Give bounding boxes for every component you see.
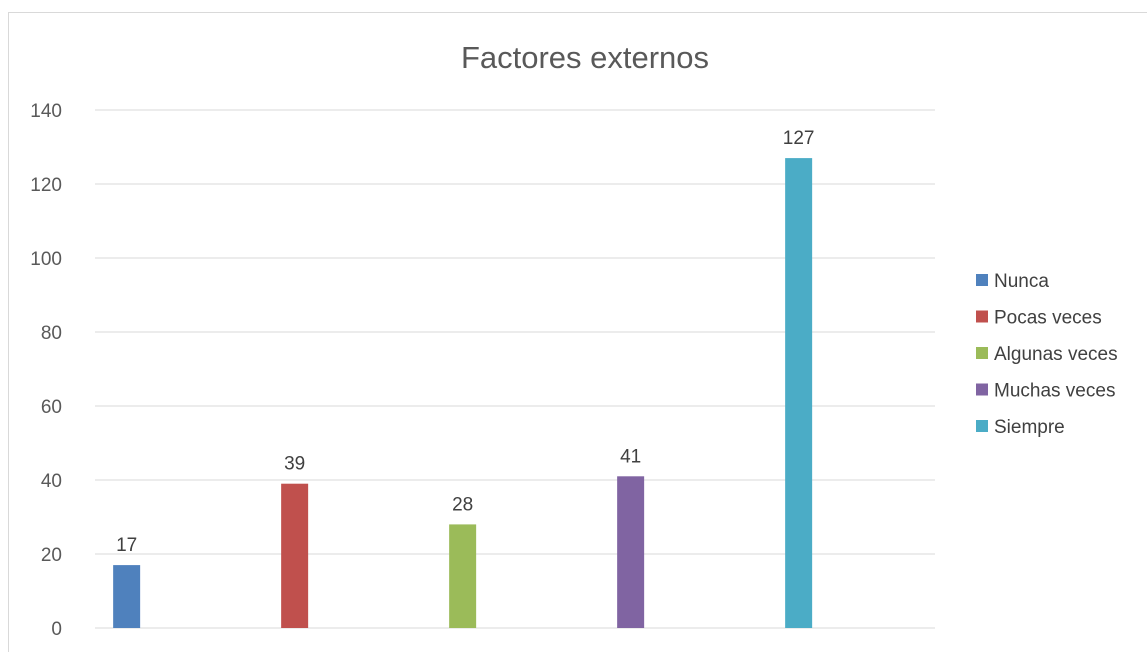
legend: Nunca Pocas veces Algunas veces Muchas vece…	[976, 271, 1118, 438]
y-tick-label: 0	[51, 619, 62, 640]
data-label: 28	[452, 494, 473, 515]
y-tick-label: 140	[30, 101, 62, 122]
legend-swatch	[976, 347, 988, 359]
bar-muchas-veces	[617, 476, 645, 628]
legend-swatch	[976, 310, 988, 323]
data-label: 41	[620, 446, 641, 467]
bar-siempre	[785, 158, 813, 628]
y-tick-label: 100	[30, 249, 62, 270]
y-tick-label: 80	[41, 323, 62, 344]
chart-frame	[8, 12, 1147, 652]
data-label: 127	[783, 128, 815, 149]
legend-label: Algunas veces	[994, 344, 1118, 365]
bar-pocas-veces	[281, 483, 309, 628]
legend-swatch	[976, 420, 988, 432]
y-tick-label: 20	[41, 545, 62, 566]
y-tick-label: 120	[30, 175, 62, 196]
y-tick-label: 40	[41, 471, 62, 492]
legend-label: Siempre	[994, 417, 1065, 438]
legend-swatch	[976, 383, 988, 396]
bar-nunca	[113, 565, 141, 628]
y-tick-label: 60	[41, 397, 62, 418]
y-axis-tick-labels: 0 20 40 60 80 100 120 140	[30, 101, 62, 640]
legend-label: Pocas veces	[994, 308, 1102, 329]
legend-label: Nunca	[994, 271, 1049, 292]
data-labels: 17 39 28 41 127	[116, 128, 814, 556]
legend-swatch	[976, 274, 988, 286]
bar-algunas-veces	[449, 524, 477, 628]
data-label: 39	[284, 454, 305, 475]
legend-label: Muchas veces	[994, 381, 1115, 402]
chart-title: Factores externos	[461, 40, 709, 75]
bars	[113, 158, 813, 628]
data-label: 17	[116, 535, 137, 556]
